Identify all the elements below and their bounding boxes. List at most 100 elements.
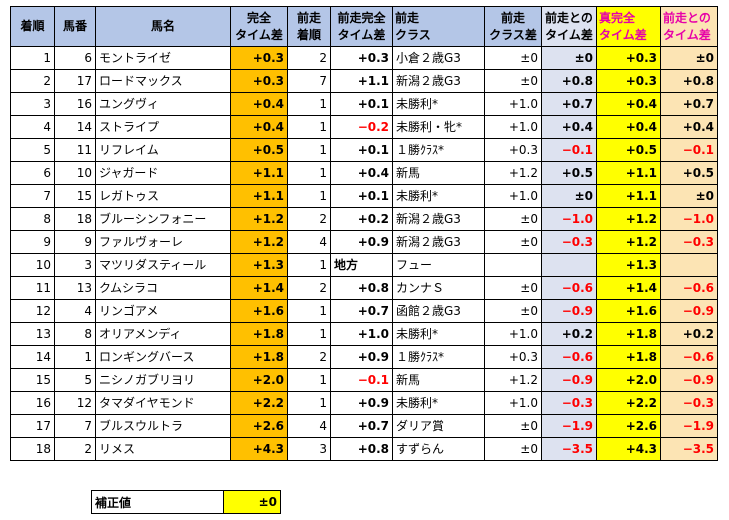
cell-prev-time-diff: +0.2	[330, 207, 393, 231]
table-row: 3 16 ユングヴィ +0.4 1 +0.1 未勝利* +1.0 +0.7 +0.4 +0.7	[10, 92, 718, 116]
cell-prev-time-diff: +0.8	[330, 437, 393, 461]
cell-number: 11	[54, 138, 96, 162]
cell-true-time-diff: +1.8	[596, 322, 661, 346]
cell-horse-name: ロードマックス	[95, 69, 231, 93]
cell-class-diff: ±0	[484, 437, 542, 461]
cell-number: 13	[54, 276, 96, 300]
header-time: 完全 タイム差	[230, 6, 288, 47]
cell-number: 1	[54, 345, 96, 369]
cell-true-vs-prev: −0.6	[660, 345, 718, 369]
cell-true-vs-prev: +0.7	[660, 92, 718, 116]
table-row: 5 11 リフレイム +0.5 1 +0.1 １勝ｸﾗｽ* +0.3 −0.1 +0.5 −0.1	[10, 138, 718, 162]
cell-horse-name: リメス	[95, 437, 231, 461]
cell-horse-name: クムシラコ	[95, 276, 231, 300]
cell-number: 8	[54, 322, 96, 346]
cell-time-diff: +1.6	[230, 299, 288, 323]
cell-class-diff: ±0	[484, 299, 542, 323]
cell-rank: 12	[10, 299, 55, 323]
cell-time-diff: +1.4	[230, 276, 288, 300]
header-vs-prev: 前走との タイム差	[541, 6, 597, 47]
cell-rank: 11	[10, 276, 55, 300]
header-prev-class: 前走 クラス	[392, 6, 485, 47]
table-row: 7 15 レガトゥス +1.1 1 +0.1 未勝利* +1.0 ±0 +1.1 ±0	[10, 184, 718, 208]
cell-true-vs-prev: +0.5	[660, 161, 718, 185]
cell-time-diff: +2.6	[230, 414, 288, 438]
cell-class-diff: ±0	[484, 230, 542, 254]
cell-time-diff: +0.3	[230, 46, 288, 70]
cell-true-vs-prev: −0.9	[660, 368, 718, 392]
cell-rank: 7	[10, 184, 55, 208]
cell-horse-name: リンゴアメ	[95, 299, 231, 323]
cell-class-diff: +1.0	[484, 184, 542, 208]
cell-number: 5	[54, 368, 96, 392]
table-row: 4 14 ストライプ +0.4 1 −0.2 未勝利・牝* +1.0 +0.4 +0.4 +0.4	[10, 115, 718, 139]
cell-vs-prev: −0.6	[541, 276, 597, 300]
cell-vs-prev: ±0	[541, 184, 597, 208]
cell-true-time-diff: +0.4	[596, 92, 661, 116]
cell-vs-prev: −0.3	[541, 230, 597, 254]
cell-rank: 15	[10, 368, 55, 392]
cell-class-diff: +0.3	[484, 345, 542, 369]
table-row: 17 7 ブルスウルトラ +2.6 4 +0.7 ダリア賞 ±0 −1.9 +2.6 −1.9	[10, 414, 718, 438]
cell-number: 6	[54, 46, 96, 70]
cell-time-diff: +1.2	[230, 207, 288, 231]
cell-prev-class: 新潟２歳G3	[392, 230, 485, 254]
cell-true-vs-prev: +0.2	[660, 322, 718, 346]
table-row: 10 3 マツリダスティール +1.3 1 地方 フュー +1.3	[10, 253, 718, 277]
cell-prev-rank: 1	[287, 253, 331, 277]
cell-vs-prev: −0.1	[541, 138, 597, 162]
cell-vs-prev: +0.4	[541, 115, 597, 139]
table-row: 11 13 クムシラコ +1.4 2 +0.8 カンナＳ ±0 −0.6 +1.4 −0.6	[10, 276, 718, 300]
cell-class-diff: +1.0	[484, 115, 542, 139]
cell-prev-class: 新潟２歳G3	[392, 207, 485, 231]
cell-number: 15	[54, 184, 96, 208]
correction-value: ±0	[223, 490, 281, 514]
cell-prev-class: ダリア賞	[392, 414, 485, 438]
cell-number: 2	[54, 437, 96, 461]
cell-horse-name: モントライゼ	[95, 46, 231, 70]
cell-number: 7	[54, 414, 96, 438]
cell-prev-rank: 1	[287, 161, 331, 185]
cell-prev-class: カンナＳ	[392, 276, 485, 300]
table-row: 6 10 ジャガード +1.1 1 +0.4 新馬 +1.2 +0.5 +1.1 +0.5	[10, 161, 718, 185]
cell-true-vs-prev: −0.3	[660, 391, 718, 415]
cell-prev-rank: 2	[287, 276, 331, 300]
cell-vs-prev: −0.3	[541, 391, 597, 415]
cell-horse-name: ロンギングバース	[95, 345, 231, 369]
cell-rank: 18	[10, 437, 55, 461]
cell-true-time-diff: +1.8	[596, 345, 661, 369]
cell-prev-rank: 1	[287, 184, 331, 208]
cell-prev-rank: 1	[287, 322, 331, 346]
header-prev-time: 前走完全 タイム差	[330, 6, 393, 47]
cell-prev-time-diff: +0.9	[330, 345, 393, 369]
cell-vs-prev: +0.7	[541, 92, 597, 116]
cell-horse-name: レガトゥス	[95, 184, 231, 208]
cell-time-diff: +0.4	[230, 92, 288, 116]
cell-true-time-diff: +2.6	[596, 414, 661, 438]
cell-time-diff: +1.2	[230, 230, 288, 254]
cell-prev-rank: 1	[287, 92, 331, 116]
cell-prev-class: 新馬	[392, 368, 485, 392]
cell-class-diff: +1.2	[484, 161, 542, 185]
table-row: 16 12 タマダイヤモンド +2.2 1 +0.9 未勝利* +1.0 −0.3 +2.2 −0.…	[10, 391, 718, 415]
cell-horse-name: リフレイム	[95, 138, 231, 162]
cell-rank: 8	[10, 207, 55, 231]
cell-prev-class: 未勝利*	[392, 391, 485, 415]
cell-rank: 1	[10, 46, 55, 70]
cell-time-diff: +2.0	[230, 368, 288, 392]
cell-horse-name: ユングヴィ	[95, 92, 231, 116]
cell-true-vs-prev: +0.8	[660, 69, 718, 93]
table-row: 18 2 リメス +4.3 3 +0.8 すずらん ±0 −3.5 +4.3 −3.5	[10, 437, 718, 461]
table-row: 15 5 ニシノガブリヨリ +2.0 1 −0.1 新馬 +1.2 −0.9 +2.0 −0.9	[10, 368, 718, 392]
cell-class-diff: +1.0	[484, 322, 542, 346]
cell-class-diff: +0.3	[484, 138, 542, 162]
cell-class-diff: +1.0	[484, 92, 542, 116]
cell-true-time-diff: +1.4	[596, 276, 661, 300]
cell-horse-name: マツリダスティール	[95, 253, 231, 277]
cell-prev-time-diff: +1.1	[330, 69, 393, 93]
cell-prev-rank: 4	[287, 230, 331, 254]
cell-prev-time-diff: +0.7	[330, 414, 393, 438]
cell-rank: 16	[10, 391, 55, 415]
cell-true-time-diff: +1.1	[596, 184, 661, 208]
cell-prev-class: 新潟２歳G3	[392, 69, 485, 93]
